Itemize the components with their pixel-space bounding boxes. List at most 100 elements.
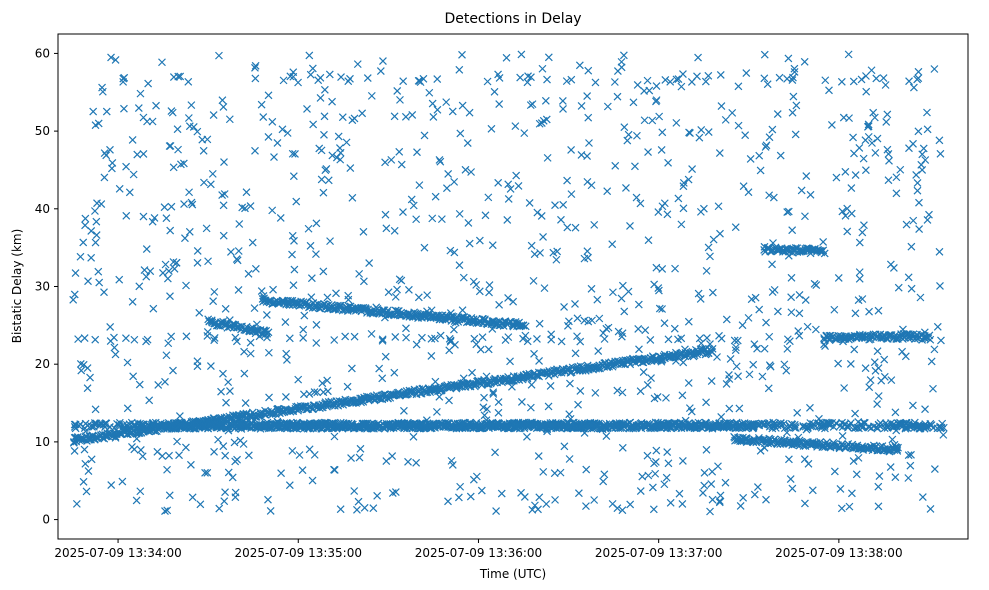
detection-point [679, 182, 688, 191]
detection-point [552, 255, 561, 264]
detection-point [613, 92, 622, 101]
detection-point [652, 446, 661, 455]
detection-point [788, 226, 797, 235]
detection-point [221, 488, 229, 497]
detection-point [298, 466, 307, 475]
detection-point [130, 335, 139, 344]
detection-point [175, 412, 184, 420]
detection-point [188, 493, 197, 502]
detection-point [294, 78, 303, 87]
detection-point [573, 332, 581, 341]
detection-point [163, 465, 171, 474]
detection-point [235, 220, 244, 228]
detection-point [503, 216, 512, 224]
detection-point [320, 130, 328, 139]
detection-point [538, 64, 547, 73]
detection-point [87, 253, 96, 262]
detection-point [660, 480, 669, 489]
detection-point [511, 122, 520, 131]
detection-point [591, 78, 600, 87]
detection-point [563, 176, 572, 185]
detection-point [504, 180, 513, 189]
detection-point [786, 475, 795, 483]
detection-point [204, 257, 212, 266]
detection-point [744, 313, 753, 322]
detection-point [779, 419, 788, 428]
detection-point [648, 116, 657, 125]
detection-point [136, 446, 145, 454]
detection-point [489, 388, 498, 397]
detection-point [855, 238, 864, 247]
detection-point [241, 399, 250, 408]
detection-point [347, 454, 355, 462]
detection-point [481, 211, 490, 220]
detection-point [883, 424, 892, 432]
detection-point [583, 92, 592, 101]
detection-point [855, 274, 864, 283]
detection-point [304, 402, 313, 411]
detection-point [907, 242, 916, 251]
detection-point [115, 275, 124, 284]
detection-point [87, 227, 96, 235]
detection-point [609, 288, 617, 297]
detection-point [755, 151, 764, 160]
detection-point [739, 493, 748, 502]
detection-point [543, 75, 551, 84]
detection-point [721, 115, 730, 124]
detection-point [219, 442, 228, 451]
detection-point [491, 448, 499, 457]
detection-point [886, 260, 895, 269]
detection-point [567, 146, 576, 154]
detection-point [165, 142, 174, 150]
detection-point [906, 422, 914, 431]
detection-point [738, 321, 747, 330]
detection-point [445, 396, 453, 405]
detection-point [825, 86, 833, 95]
detection-point [185, 188, 194, 197]
detection-point [193, 127, 202, 136]
detection-point [875, 472, 884, 480]
detection-point [257, 100, 266, 109]
detection-point [363, 74, 372, 82]
detection-point [200, 178, 208, 187]
detection-point [795, 290, 804, 299]
detection-point [587, 284, 596, 293]
detection-point [892, 422, 901, 431]
detection-point [883, 420, 892, 429]
detection-point [644, 236, 653, 245]
detection-point [485, 281, 494, 290]
detection-point [539, 467, 548, 476]
detection-point [696, 294, 705, 303]
detection-point [382, 457, 391, 466]
detection-point [414, 76, 423, 85]
detection-point [210, 287, 219, 296]
detection-point [574, 489, 583, 498]
detection-point [332, 153, 341, 162]
detection-point [912, 171, 921, 179]
detection-point [143, 335, 152, 344]
detection-point [219, 369, 227, 378]
detection-point [908, 401, 917, 410]
detection-point [107, 164, 116, 173]
detection-point [716, 71, 725, 79]
detection-point [843, 227, 852, 236]
y-tick-label: 40 [35, 202, 50, 216]
detection-point [661, 75, 670, 84]
detection-point [336, 505, 345, 514]
detection-point [652, 82, 661, 90]
detection-point [354, 497, 363, 506]
detection-point [264, 495, 272, 504]
detection-point [756, 166, 765, 175]
detection-point [525, 199, 534, 207]
detection-point [444, 497, 452, 506]
detection-point [905, 77, 913, 86]
detection-point [299, 333, 308, 342]
detection-point [404, 457, 412, 466]
detection-point [517, 398, 526, 406]
detection-point [100, 173, 109, 182]
detection-point [188, 200, 197, 209]
detection-point [873, 400, 882, 409]
detection-point [390, 226, 399, 235]
detection-point [880, 355, 889, 364]
detection-point [169, 366, 177, 375]
